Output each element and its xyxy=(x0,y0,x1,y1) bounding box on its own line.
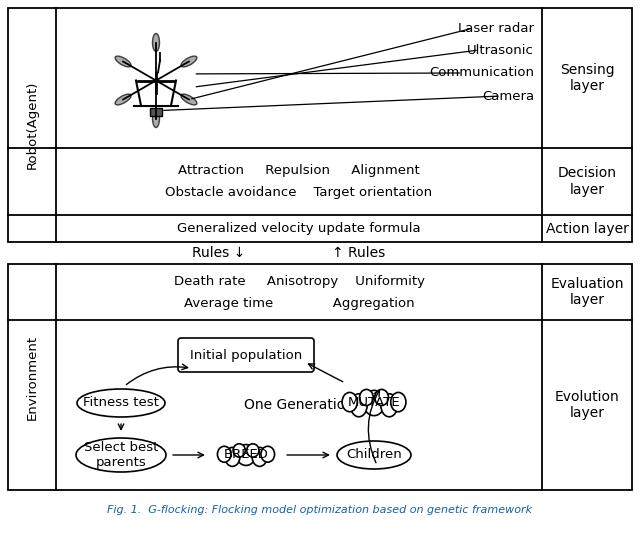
Ellipse shape xyxy=(152,33,159,52)
Ellipse shape xyxy=(261,446,275,462)
FancyBboxPatch shape xyxy=(178,338,314,372)
Text: Environment: Environment xyxy=(26,335,38,420)
Text: Communication: Communication xyxy=(429,67,534,80)
Ellipse shape xyxy=(115,56,131,67)
Text: BREED: BREED xyxy=(223,449,268,462)
Text: Attraction     Repulsion     Alignment: Attraction Repulsion Alignment xyxy=(178,164,420,177)
Text: One Generation: One Generation xyxy=(244,398,354,412)
Ellipse shape xyxy=(181,94,197,105)
Text: Action layer: Action layer xyxy=(545,222,628,236)
Ellipse shape xyxy=(337,441,411,469)
Text: MUTATE: MUTATE xyxy=(348,397,400,409)
Text: Evolution
layer: Evolution layer xyxy=(555,390,620,420)
Text: Average time              Aggregation: Average time Aggregation xyxy=(184,296,414,309)
Ellipse shape xyxy=(115,94,131,105)
Text: Death rate     Anisotropy    Uniformity: Death rate Anisotropy Uniformity xyxy=(173,274,424,287)
Bar xyxy=(8,264,632,490)
Text: Select best
parents: Select best parents xyxy=(84,441,158,469)
Ellipse shape xyxy=(77,389,165,417)
Bar xyxy=(8,8,632,242)
Text: Children: Children xyxy=(346,449,402,462)
Ellipse shape xyxy=(252,448,267,466)
Text: Fig. 1.  G-flocking: Flocking model optimization based on genetic framework: Fig. 1. G-flocking: Flocking model optim… xyxy=(108,505,532,515)
Ellipse shape xyxy=(342,392,357,412)
Text: Camera: Camera xyxy=(482,89,534,103)
Ellipse shape xyxy=(364,391,385,416)
Bar xyxy=(150,108,162,116)
Text: Initial population: Initial population xyxy=(190,349,302,362)
Ellipse shape xyxy=(181,56,197,67)
Text: Laser radar: Laser radar xyxy=(458,22,534,34)
Text: Fitness test: Fitness test xyxy=(83,397,159,409)
Text: Obstacle avoidance    Target orientation: Obstacle avoidance Target orientation xyxy=(165,186,433,199)
Ellipse shape xyxy=(152,110,159,128)
Ellipse shape xyxy=(351,394,367,417)
Ellipse shape xyxy=(381,394,397,417)
Ellipse shape xyxy=(237,444,255,465)
Ellipse shape xyxy=(233,444,245,457)
Text: Rules ↓: Rules ↓ xyxy=(193,246,246,260)
Text: Ultrasonic: Ultrasonic xyxy=(467,44,534,56)
Text: Evaluation
layer: Evaluation layer xyxy=(550,277,624,307)
Ellipse shape xyxy=(375,390,388,406)
Ellipse shape xyxy=(218,446,231,462)
Ellipse shape xyxy=(390,392,406,412)
Text: Robot(Agent): Robot(Agent) xyxy=(26,81,38,169)
Text: Generalized velocity update formula: Generalized velocity update formula xyxy=(177,222,421,235)
Ellipse shape xyxy=(360,390,373,406)
Text: Sensing
layer: Sensing layer xyxy=(560,63,614,93)
Ellipse shape xyxy=(225,448,240,466)
Text: ↑ Rules: ↑ Rules xyxy=(332,246,386,260)
Text: Decision
layer: Decision layer xyxy=(557,166,616,196)
Ellipse shape xyxy=(76,438,166,472)
Ellipse shape xyxy=(246,444,259,457)
